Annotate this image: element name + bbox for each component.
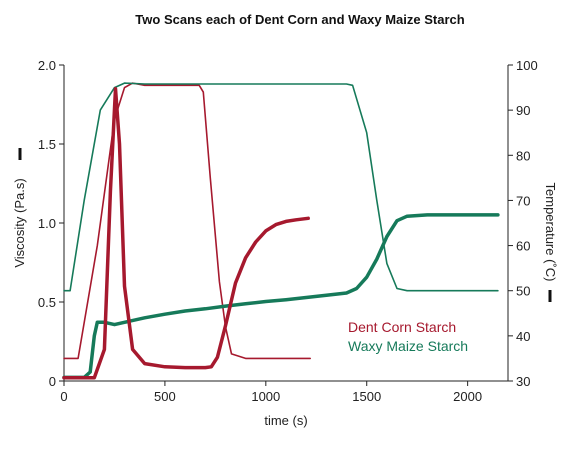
ticks: 0 500 1000 1500 2000 0 0.5 1.0 1.5 2.0 30 40 50 60 70 8… — [38, 58, 538, 404]
x-tick-label: 2000 — [453, 389, 482, 404]
y-right-tick-label: 40 — [516, 329, 530, 344]
series-line-waxy-maize-starch-temperature — [63, 82, 499, 292]
y-axis-left-label: Viscosity (Pa.s) — [12, 148, 27, 268]
y-left-tick-label: 1.5 — [38, 137, 56, 152]
y-right-tick-label: 70 — [516, 193, 530, 208]
y-left-tick-label: 2.0 — [38, 58, 56, 73]
y-right-tick-label: 60 — [516, 239, 530, 254]
x-tick-label: 500 — [154, 389, 176, 404]
x-axis-label: time (s) — [264, 413, 307, 428]
y-axis-right-label-text: Temperature (˚C) — [543, 183, 558, 282]
series-line-waxy-maize-starch-viscosity — [62, 213, 500, 380]
legend-entry-waxy-maize: Waxy Maize Starch — [348, 338, 468, 354]
x-tick-label: 1000 — [251, 389, 280, 404]
legend: Dent Corn Starch Waxy Maize Starch — [348, 319, 468, 354]
y-left-tick-label: 0 — [49, 374, 56, 389]
y-right-tick-label: 50 — [516, 284, 530, 299]
series-line-dent-corn-starch-viscosity — [62, 86, 310, 380]
y-axis-right-label: Temperature (˚C) — [543, 183, 558, 302]
series-line-dent-corn-starch-temperature — [63, 82, 311, 360]
x-tick-label: 1500 — [352, 389, 381, 404]
y-left-tick-label: 0.5 — [38, 295, 56, 310]
y-axis-left-label-text: Viscosity (Pa.s) — [12, 178, 27, 267]
y-right-tick-label: 30 — [516, 374, 530, 389]
x-tick-label: 0 — [60, 389, 67, 404]
legend-entry-dent-corn: Dent Corn Starch — [348, 319, 456, 335]
series — [62, 82, 500, 380]
y-right-tick-label: 100 — [516, 58, 538, 73]
chart-title: Two Scans each of Dent Corn and Waxy Mai… — [135, 12, 464, 27]
y-right-tick-label: 80 — [516, 148, 530, 163]
y-left-tick-label: 1.0 — [38, 216, 56, 231]
y-right-tick-label: 90 — [516, 103, 530, 118]
